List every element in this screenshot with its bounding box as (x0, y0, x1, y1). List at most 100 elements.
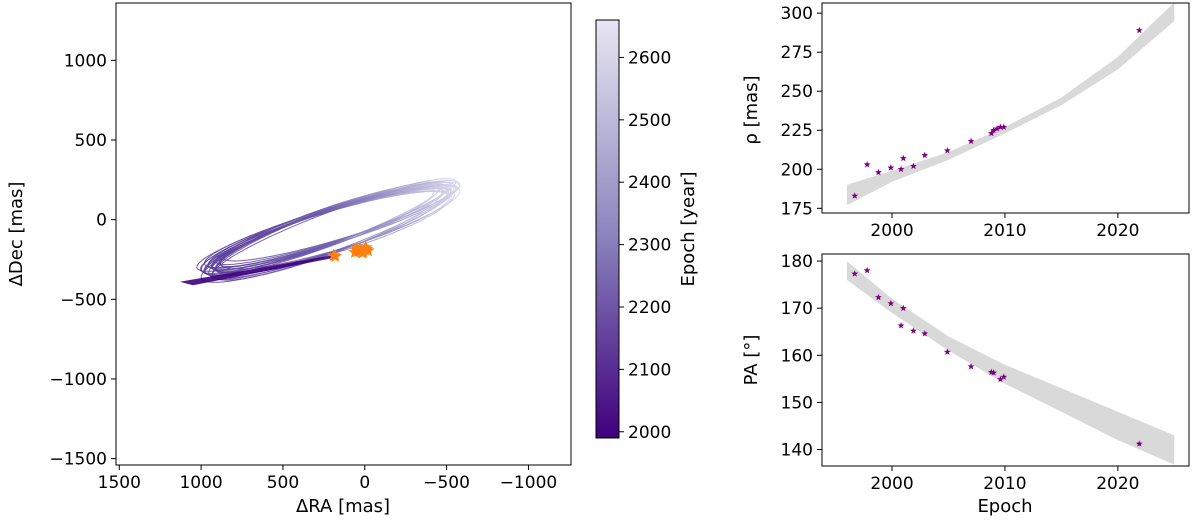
colorbar-tick-label: 2100 (628, 360, 671, 380)
measurement-marker (910, 162, 917, 170)
colorbar-tick-label: 2200 (628, 298, 671, 318)
separation-y-axis-label: ρ [mas] (741, 75, 762, 144)
colorbar-gradient (595, 19, 620, 439)
measurement-marker (1000, 373, 1008, 380)
measurement-marker (897, 165, 905, 173)
model-band (846, 261, 1175, 465)
measurement-marker (996, 375, 1004, 383)
position-angle-y-ticks: 140 150 160 170 180 (781, 252, 822, 461)
position-angle-panel: 2000 2010 2020 140 150 160 170 180 Epoch PA [°… (741, 252, 1190, 517)
orbit-track (199, 183, 448, 274)
orbit-track (200, 190, 452, 277)
position-angle-y-axis-label: PA [°] (741, 335, 762, 386)
orbit-y-ticks: 1000 500 0 −500 −1000 −1500 (49, 51, 116, 470)
measurement-marker (863, 266, 871, 274)
orbit-x-axis-label: ΔRA [mas] (296, 496, 390, 517)
separation-y-ticks: 175 200 225 250 275 300 (781, 4, 822, 219)
y-tick-label: 175 (781, 199, 813, 219)
position-angle-model-band (846, 261, 1175, 465)
y-tick-label: 1000 (64, 51, 107, 71)
orbit-y-axis-label: ΔDec [mas] (6, 182, 27, 287)
x-tick-label: 2020 (1096, 474, 1139, 494)
measurement-marker (921, 330, 929, 337)
measurement-marker (993, 125, 1001, 132)
measurement-marker (996, 123, 1004, 131)
orbit-track (200, 181, 457, 283)
y-tick-label: 140 (781, 441, 813, 461)
measurement-marker (887, 164, 895, 171)
measurement-marker (967, 363, 975, 370)
measurement-marker (887, 299, 895, 307)
x-tick-label: 2000 (870, 474, 913, 494)
colorbar-tick-label: 2400 (628, 173, 671, 193)
y-tick-label: 225 (781, 121, 813, 141)
y-tick-label: 170 (781, 299, 813, 319)
observed-position-marker (358, 240, 373, 254)
separation-panel: 2000 2010 2020 175 200 225 250 275 300 ρ [mas] (741, 2, 1190, 241)
orbit-x-ticks: 1500 1000 500 0 −500 −1000 (98, 465, 558, 493)
measurement-marker (899, 304, 907, 312)
measurement-marker (875, 293, 882, 301)
observed-position-marker (350, 241, 365, 254)
separation-axes-frame (821, 2, 1190, 214)
measurement-marker (899, 154, 907, 162)
y-tick-label: 160 (781, 346, 813, 366)
y-tick-label: −500 (60, 290, 107, 310)
y-tick-label: 180 (781, 252, 813, 272)
measurement-marker (1135, 26, 1143, 34)
y-tick-label: 150 (781, 393, 813, 413)
position-angle-measurements (851, 266, 1143, 447)
orbit-track (203, 183, 440, 276)
orbit-bundle (179, 178, 461, 286)
measurement-marker (851, 192, 859, 199)
measurement-marker (990, 369, 998, 376)
x-tick-label: 2010 (983, 474, 1026, 494)
measurement-marker (967, 137, 975, 145)
position-angle-x-ticks: 2000 2010 2020 (870, 466, 1139, 494)
colorbar-tick-label: 2500 (628, 111, 671, 131)
epoch-colorbar: 2000 2100 2200 2300 2400 2500 2600 Epoch [year… (595, 19, 699, 443)
colorbar-tick-label: 2000 (628, 423, 671, 443)
measurement-marker (897, 322, 905, 329)
colorbar-tick-label: 2300 (628, 236, 671, 256)
y-tick-label: 300 (781, 4, 813, 24)
y-tick-label: 500 (75, 131, 107, 151)
measurement-marker (863, 161, 871, 168)
position-angle-axes-frame (821, 253, 1190, 467)
colorbar-ticks: 2000 2100 2200 2300 2400 2500 2600 (619, 48, 671, 443)
observed-positions (327, 240, 375, 262)
y-tick-label: −1000 (49, 370, 107, 390)
model-band (846, 3, 1175, 206)
measurement-marker (875, 168, 882, 176)
recent-epoch-wedge (179, 255, 337, 286)
measurement-marker (851, 270, 859, 277)
x-tick-label: 2020 (1096, 221, 1139, 241)
x-tick-label: 2010 (983, 221, 1026, 241)
x-tick-label: −500 (423, 473, 470, 493)
measurement-marker (1000, 123, 1008, 131)
y-tick-label: 200 (781, 160, 813, 180)
orbit-track (211, 185, 444, 281)
measurement-marker (910, 327, 917, 334)
measurement-marker (1135, 440, 1143, 447)
orbit-axes-frame (115, 2, 572, 466)
measurement-marker (990, 126, 998, 134)
separation-model-band (846, 3, 1175, 206)
separation-x-ticks: 2000 2010 2020 (870, 213, 1139, 241)
x-tick-label: 1500 (98, 473, 141, 493)
x-tick-label: 1000 (179, 473, 222, 493)
measurement-marker (921, 151, 929, 159)
position-angle-x-axis-label: Epoch (977, 496, 1032, 517)
y-tick-label: 275 (781, 43, 813, 63)
y-tick-label: 0 (96, 211, 107, 231)
y-tick-label: −1500 (49, 450, 107, 470)
x-tick-label: −1000 (500, 473, 558, 493)
orbit-track (196, 183, 457, 272)
separation-measurements (851, 26, 1143, 199)
x-tick-label: 0 (359, 473, 370, 493)
y-tick-label: 250 (781, 82, 813, 102)
colorbar-tick-label: 2600 (628, 48, 671, 68)
measurement-marker (987, 129, 995, 137)
x-tick-label: 2000 (870, 221, 913, 241)
